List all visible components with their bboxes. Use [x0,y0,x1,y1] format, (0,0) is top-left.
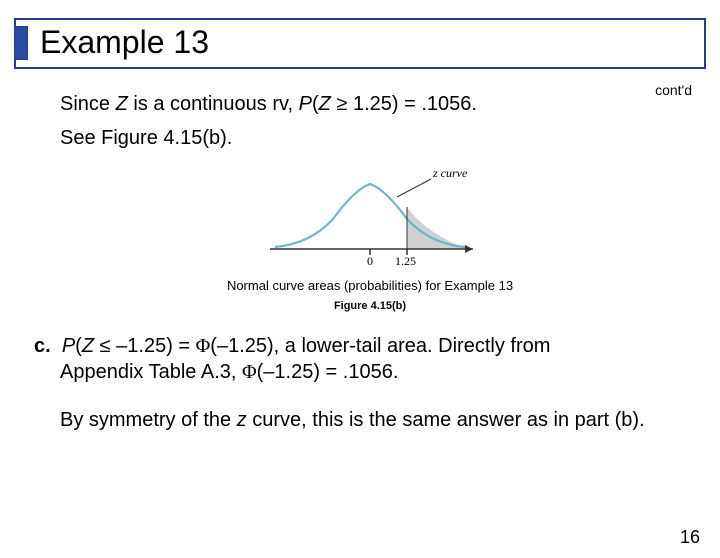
body-area: Since Z is a continuous rv, P(Z ≥ 1.25) … [0,69,720,313]
c-z: Z [82,335,100,357]
c-l2a: Appendix Table A.3, [60,361,242,383]
contd-label: cont'd [655,82,692,98]
phi-1: Φ [196,335,211,357]
p1-b: is a continuous rv, [128,93,299,115]
title-bar: Example 13 [14,18,706,69]
c-line1: c. P(Z ≤ –1.25) = Φ(–1.25), a lower-tail… [34,333,680,359]
sym-a: By symmetry of the [60,409,237,431]
phi-2: Φ [242,361,257,383]
p1-d: 1.25) = .1056. [347,93,477,115]
p1-p: P [299,93,312,115]
c-prefix: c. [34,335,51,357]
geq-symbol: ≥ [336,93,347,115]
p1-z: Z [116,93,128,115]
part-c: c. P(Z ≤ –1.25) = Φ(–1.25), a lower-tail… [0,313,720,385]
xtick-0: 0 [367,254,373,268]
figure-caption: Normal curve areas (probabilities) for E… [60,278,680,295]
leq-symbol: ≤ [100,335,111,357]
sym-b: curve, this is the same answer as in par… [247,409,645,431]
p1-c: ( [312,93,319,115]
c-l2b: (–1.25) = .1056. [257,361,399,383]
c-p: P [62,335,75,357]
c-mid: –1.25) = [111,335,196,357]
page-number: 16 [680,527,700,548]
paragraph-1: Since Z is a continuous rv, P(Z ≥ 1.25) … [60,91,680,117]
sym-z: z [237,409,247,431]
p1-a: Since [60,93,116,115]
slide-title: Example 13 [40,24,698,61]
c-line2: Appendix Table A.3, Φ(–1.25) = .1056. [34,359,680,385]
p1-z2: Z [319,93,337,115]
xtick-125: 1.25 [395,254,416,268]
zcurve-label: z curve [432,166,468,180]
symmetry-paragraph: By symmetry of the z curve, this is the … [0,407,720,433]
c-open: ( [75,335,82,357]
normal-curve-figure: z curve 0 1.25 [255,159,485,269]
c-rest: (–1.25), a lower-tail area. Directly fro… [210,335,550,357]
figure-number: Figure 4.15(b) [60,299,680,313]
accent-box [14,26,28,60]
figure-wrap: z curve 0 1.25 Normal curve areas (proba… [60,159,680,313]
paragraph-2: See Figure 4.15(b). [60,125,680,151]
